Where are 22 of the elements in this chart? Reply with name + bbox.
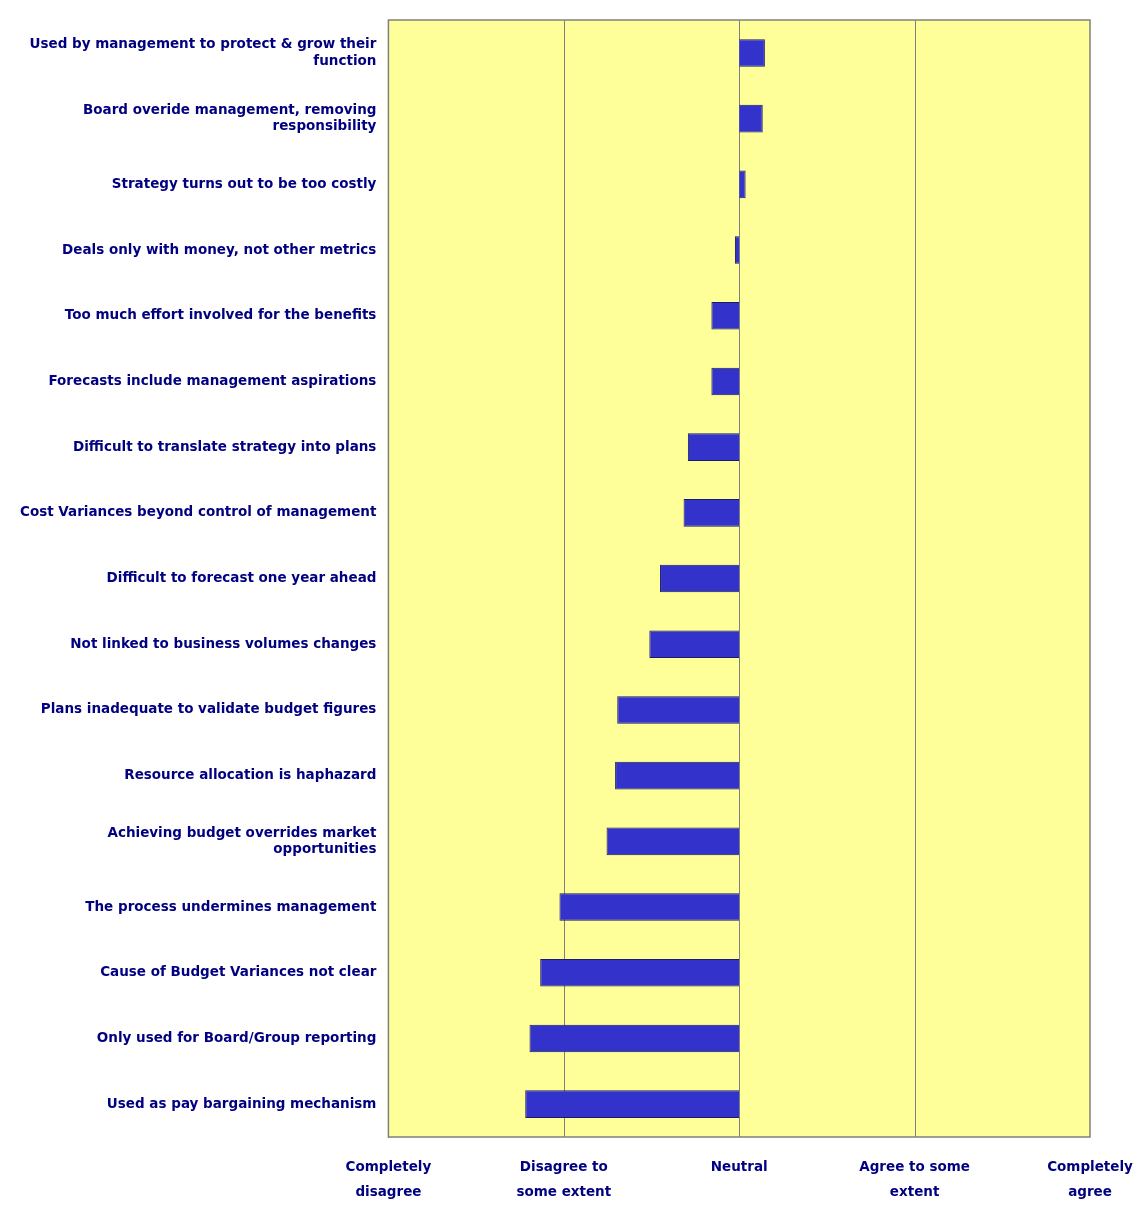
y-tick-label: Only used for Board/Group reporting xyxy=(96,1028,377,1045)
y-tick-label: Board overide management, removing responsibility xyxy=(82,101,377,134)
text: Agree to some extent xyxy=(859,1158,970,1200)
y-tick-label: Resource allocation is haphazard xyxy=(124,766,377,783)
y-tick-label: Not linked to business volumes changes xyxy=(70,634,377,651)
y-tick-label: Deals only with money, not other metrics xyxy=(62,240,377,257)
y-tick-label: Strategy turns out to be too costly xyxy=(111,174,377,191)
text: Neutral xyxy=(710,1158,768,1175)
text: Completely disagree xyxy=(345,1158,432,1200)
y-tick-label: The process undermines management xyxy=(85,897,377,914)
text: Disagree to some extent xyxy=(516,1158,612,1200)
y-tick-label: Plans inadequate to validate budget figures xyxy=(40,700,377,717)
y-tick-label: Cost Variances beyond control of management xyxy=(19,503,377,520)
y-tick-label: Difficult to translate strategy into plans xyxy=(73,437,377,454)
y-tick-label: Difficult to forecast one year ahead xyxy=(106,569,377,586)
y-tick-label: Too much effort involved for the benefits xyxy=(64,306,377,323)
text: Completely agree xyxy=(1047,1158,1134,1200)
y-tick-label: Achieving budget overrides market opportunities xyxy=(107,823,377,856)
y-tick-label: Forecasts include management aspirations xyxy=(48,371,377,388)
y-tick-label: Used by management to protect & grow their function xyxy=(29,35,377,68)
y-tick-label: Used as pay bargaining mechanism xyxy=(106,1094,377,1111)
y-tick-label: Cause of Budget Variances not clear xyxy=(100,963,377,980)
